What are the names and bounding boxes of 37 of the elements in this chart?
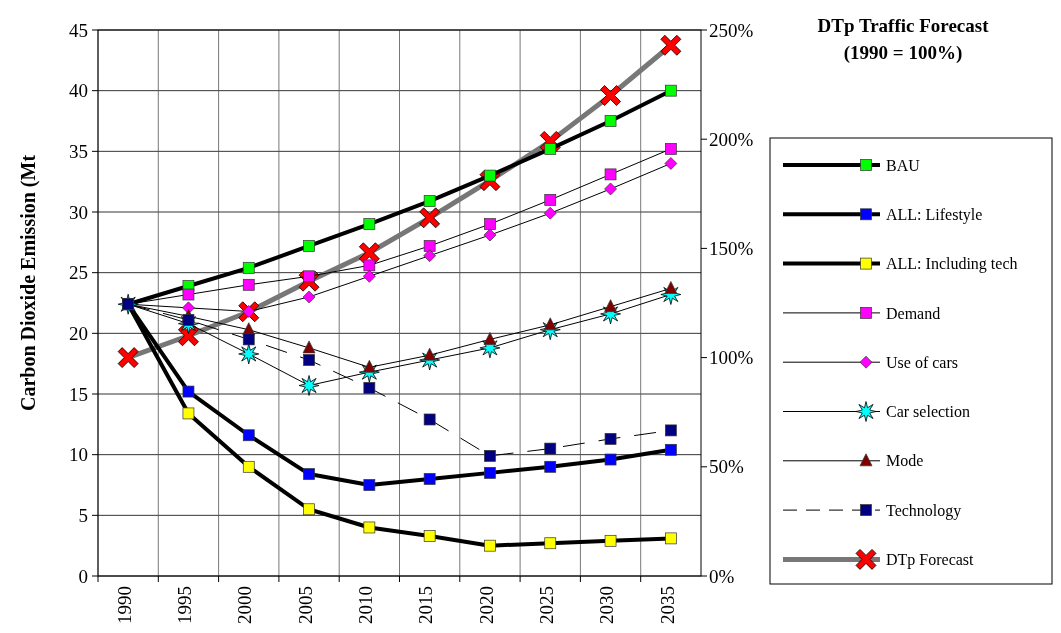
y2-tick-label: 250%	[709, 19, 754, 41]
x-tick-label: 1995	[174, 586, 196, 624]
y-tick-label: 45	[69, 19, 88, 41]
legend-label: BAU	[886, 156, 921, 174]
y2-tick-label: 100%	[709, 347, 754, 369]
x-tick-label: 2020	[475, 586, 497, 624]
x-tick-label: 2015	[415, 586, 437, 624]
y-axis-title: Carbon Dioxide Emission (Mt	[17, 154, 40, 412]
y-tick-label: 25	[69, 262, 88, 284]
y2-tick-label: 50%	[709, 456, 744, 478]
legend-label: Use of cars	[886, 353, 958, 371]
x-tick-label: 2000	[234, 586, 256, 624]
y2-tick-label: 150%	[709, 238, 754, 260]
x-tick-label: 2010	[355, 586, 376, 624]
x-tick-label: 2035	[656, 586, 678, 624]
y-tick-label: 15	[69, 383, 88, 405]
y2-axis-title: DTp Traffic Forecast (1990 = 100%)	[817, 15, 990, 64]
y-tick-label: 35	[69, 140, 88, 162]
x-tick-label: 2025	[535, 586, 557, 624]
y-tick-label: 20	[69, 322, 88, 344]
x-tick-label: 1990	[113, 586, 135, 624]
legend-label: ALL: Including tech	[886, 255, 1018, 274]
legend-label: Technology	[886, 501, 962, 520]
y2-tick-label: 200%	[709, 128, 754, 150]
legend-label: Car selection	[886, 403, 970, 421]
legend-label: Demand	[886, 304, 941, 322]
y-tick-label: 5	[78, 504, 88, 526]
y-tick-label: 10	[69, 444, 88, 466]
y2-tick-label: 0%	[709, 565, 735, 587]
x-tick-label: 2030	[596, 586, 618, 624]
x-tick-label: 2005	[294, 586, 316, 624]
y-tick-label: 30	[69, 201, 88, 223]
legend-label: Mode	[886, 452, 924, 470]
legend-label: ALL: Lifestyle	[886, 205, 983, 224]
y-tick-label: 40	[69, 80, 88, 102]
legend-label: DTp Forecast	[886, 551, 975, 569]
y-tick-label: 0	[78, 565, 88, 587]
